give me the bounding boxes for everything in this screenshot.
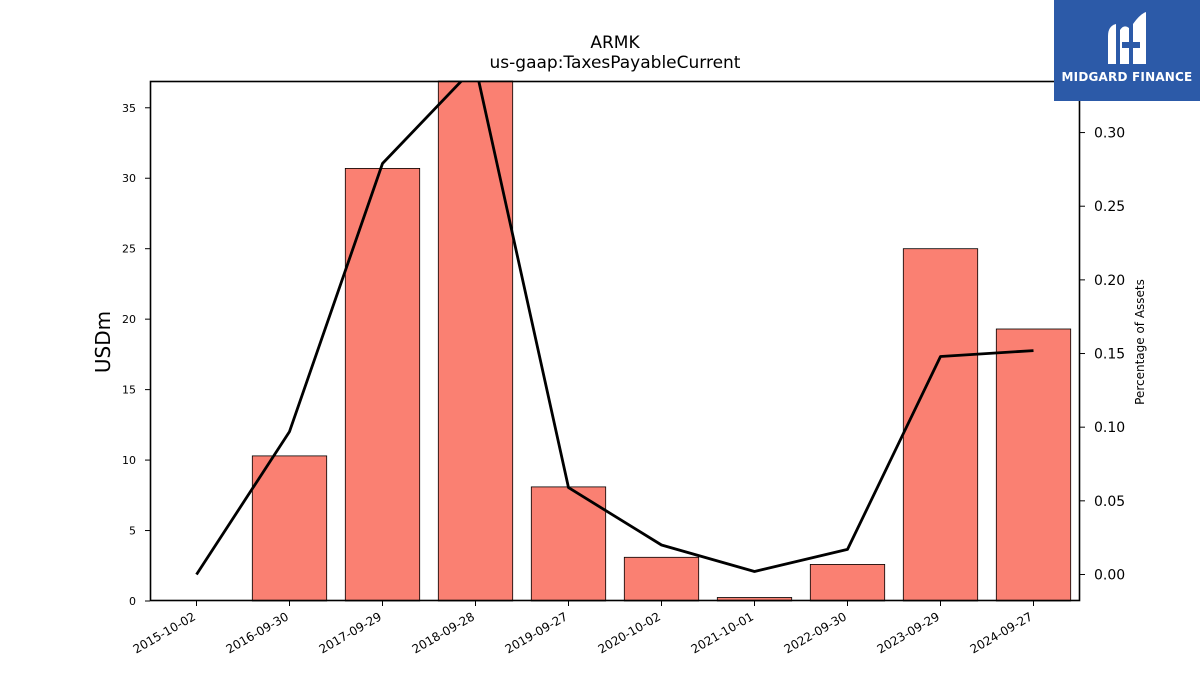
x-tick-label-2018-09-28: 2018-09-28 (410, 609, 477, 656)
plot-frame (149, 80, 1081, 602)
brand-logo: MIDGARD FINANCE (1054, 0, 1200, 101)
bar-2023-09-29 (902, 248, 979, 602)
x-tick-label-2019-09-27: 2019-09-27 (503, 609, 570, 656)
y-right-tick-label-0.25: 0.25 (1094, 199, 1125, 215)
x-tick-label-2017-09-29: 2017-09-29 (317, 609, 384, 656)
x-tick-label-2023-09-29: 2023-09-29 (875, 609, 942, 656)
midgard-m-logo-icon (1108, 12, 1146, 64)
x-tick-label-2022-09-30: 2022-09-30 (782, 609, 849, 656)
brand-name: MIDGARD FINANCE (1061, 70, 1193, 84)
y-tick-label-20: 20 (122, 313, 136, 326)
line-series-percentage-of-assets (195, 81, 1034, 576)
y-tick-label-5: 5 (129, 525, 136, 538)
bar-2024-09-27 (995, 328, 1072, 602)
y-tick-label-30: 30 (122, 172, 136, 185)
bar-2017-09-29 (344, 167, 421, 602)
y-tick-label-0: 0 (129, 595, 136, 608)
y-right-tick-label-0.30: 0.30 (1094, 126, 1125, 142)
bar-2016-09-30 (251, 455, 328, 602)
chart-marks: 2015-10-02 2016-09-30 2017-09-29 2018-09-28… (122, 80, 1125, 656)
x-tick-label-2020-10-02: 2020-10-02 (596, 609, 663, 656)
y-right-tick-label-0.20: 0.20 (1094, 273, 1125, 289)
y-axis-label: USDm (91, 311, 115, 373)
y-tick-label-15: 15 (122, 384, 136, 397)
bar-2020-10-02 (623, 556, 700, 602)
y-tick-label-35: 35 (122, 102, 136, 115)
chart-title: ARMK (590, 33, 640, 53)
bar-2018-09-28 (437, 80, 514, 602)
y-tick-label-25: 25 (122, 243, 136, 256)
chart-subtitle: us-gaap:TaxesPayableCurrent (490, 53, 741, 73)
y-right-tick-label-0.10: 0.10 (1094, 420, 1125, 436)
bar-2022-09-30 (809, 564, 886, 602)
y-right-tick-label-0.00: 0.00 (1094, 567, 1125, 583)
x-tick-label-2021-10-01: 2021-10-01 (689, 609, 756, 656)
x-tick-label-2015-10-02: 2015-10-02 (131, 609, 198, 656)
y-right-tick-label-0.05: 0.05 (1094, 494, 1125, 510)
y-right-tick-label-0.15: 0.15 (1094, 347, 1125, 363)
y-tick-label-10: 10 (122, 454, 136, 467)
x-tick-label-2024-09-27: 2024-09-27 (968, 609, 1035, 656)
y-axis-right-label: Percentage of Assets (1133, 279, 1147, 405)
x-tick-label-2016-09-30: 2016-09-30 (224, 609, 291, 656)
bar-2019-09-27 (530, 486, 607, 602)
